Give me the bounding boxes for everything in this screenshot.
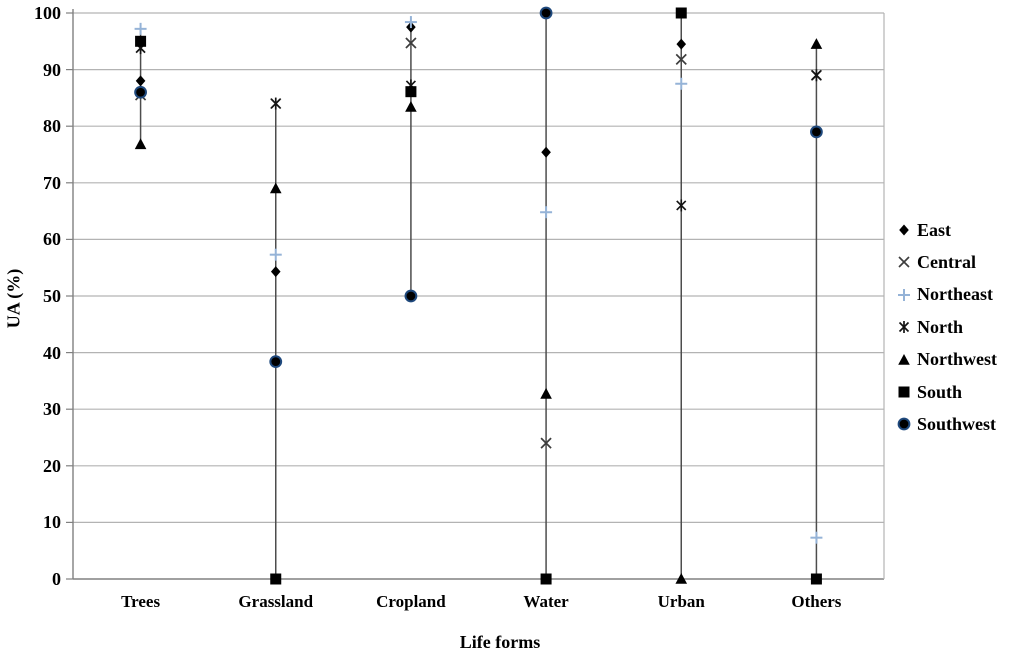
y-tick-label-30: 30 (43, 399, 61, 420)
marker-southwest-water (539, 6, 553, 20)
x-tick-label-cropland: Cropland (376, 592, 446, 611)
marker-south-water (540, 573, 552, 585)
legend-label: East (917, 219, 952, 240)
x-tick-label-urban: Urban (657, 592, 705, 611)
marker-southwest-trees (134, 85, 147, 99)
y-tick-label-70: 70 (43, 172, 61, 193)
marker-central-urban (675, 53, 687, 66)
x-icon (898, 256, 910, 268)
marker-east-grassland (270, 266, 281, 278)
x-glyph (898, 256, 910, 268)
marker-south-trees (135, 35, 147, 47)
plus-icon (898, 288, 910, 301)
x-tick-label-water: Water (523, 592, 569, 611)
circle-glyph (897, 417, 911, 431)
legend-item-central: Central (894, 251, 976, 273)
marker-northwest-water (540, 387, 552, 399)
circle-icon (897, 417, 911, 431)
triangle-glyph (898, 353, 910, 365)
marker-central-cropland (405, 37, 417, 49)
x-tick-label-grassland: Grassland (238, 592, 314, 611)
x-tick-label-trees: Trees (121, 592, 161, 611)
legend-label: South (917, 381, 963, 402)
legend-label: Southwest (917, 413, 997, 434)
marker-east-trees (135, 75, 146, 87)
y-tick-label-90: 90 (43, 59, 61, 80)
legend-item-northwest: Northwest (894, 349, 997, 371)
marker-south-others (810, 573, 822, 585)
x-axis-title: Life forms (459, 632, 541, 652)
diamond-icon (899, 224, 909, 236)
marker-east-water (541, 146, 551, 158)
y-tick-label-10: 10 (43, 512, 61, 533)
marker-northwest-trees (134, 138, 147, 150)
square-icon (898, 386, 910, 398)
marker-southwest-grassland (269, 355, 283, 369)
y-tick-label-0: 0 (52, 569, 61, 589)
y-tick-label-60: 60 (43, 229, 61, 250)
marker-southwest-others (810, 125, 823, 139)
marker-south-urban (675, 7, 687, 19)
marker-south-grassland (270, 573, 282, 585)
marker-northwest-urban (675, 573, 688, 584)
marker-central-water (540, 437, 552, 449)
y-tick-label-40: 40 (43, 342, 61, 363)
legend-label: North (917, 316, 963, 337)
marker-southwest-cropland (404, 289, 418, 303)
asterisk-icon (898, 321, 910, 334)
square-glyph (898, 386, 910, 398)
marker-northwest-cropland (405, 100, 417, 112)
triangle-icon (898, 353, 910, 365)
legend-label: Central (917, 251, 976, 272)
marker-east-urban (676, 38, 687, 50)
y-tick-label-100: 100 (34, 3, 61, 23)
legend-item-north: North (894, 316, 963, 338)
legend-label: Northeast (917, 284, 993, 305)
legend-item-south: South (894, 381, 962, 403)
y-tick-label-80: 80 (43, 116, 61, 137)
marker-northwest-others (810, 38, 823, 49)
diamond-glyph (899, 224, 909, 236)
legend-item-east: East (894, 219, 951, 241)
y-tick-label-20: 20 (43, 455, 61, 476)
legend-label: Northwest (917, 349, 997, 370)
marker-northwest-grassland (269, 182, 282, 194)
legend-item-southwest: Southwest (894, 413, 996, 435)
x-tick-label-others: Others (791, 592, 842, 611)
y-tick-label-50: 50 (43, 286, 61, 306)
legend-item-northeast: Northeast (894, 284, 993, 306)
marker-south-cropland (405, 86, 417, 98)
